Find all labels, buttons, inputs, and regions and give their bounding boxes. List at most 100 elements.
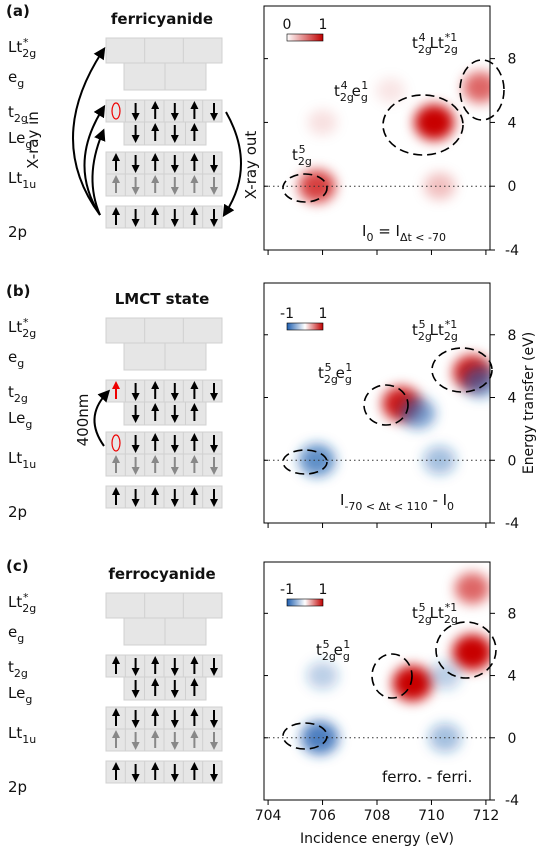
diagram-title: ferrocyanide — [108, 565, 215, 583]
y-tick-label: 4 — [508, 115, 517, 131]
intensity-spot — [462, 366, 490, 398]
annotation: t2g5 Lt2g*1 — [412, 601, 458, 626]
level-label: 2p — [8, 223, 27, 241]
text-part: Δt < -70 — [400, 231, 446, 244]
text-part: t — [8, 658, 14, 676]
text-part: 5 — [323, 638, 330, 651]
heatmap — [301, 572, 490, 755]
level-label: Leg — [8, 684, 32, 706]
arrow-label: X-ray out — [242, 131, 260, 200]
text-part: t — [8, 383, 14, 401]
annotation: t2g4 Lt2g*1 — [412, 31, 458, 56]
annotation: t2g5 — [292, 143, 312, 168]
text-part: e — [336, 364, 345, 382]
text-part: Lt — [8, 318, 22, 336]
intensity-spot — [376, 77, 406, 104]
feature-outline — [382, 94, 464, 156]
text-part: 5 — [299, 143, 306, 156]
intensity-spot — [454, 572, 490, 605]
hole — [111, 102, 121, 120]
level-diagram: (c) ferrocyanide — [6, 557, 223, 784]
level-label: Lt2g* — [8, 36, 36, 60]
text-part: 4 — [341, 79, 348, 92]
level-label: Leg — [8, 409, 32, 431]
text-part: *1 — [445, 318, 458, 331]
text-part: g — [25, 138, 32, 151]
text-part: Lt — [8, 724, 22, 742]
text-part: I — [340, 491, 344, 509]
y-tick-label: 8 — [508, 606, 517, 622]
text-part: 2g — [14, 112, 28, 125]
text-part: Lt — [8, 169, 22, 187]
level-label: Lt2g* — [8, 591, 36, 615]
text-part: Lt — [430, 321, 444, 339]
text-part: t — [8, 103, 14, 121]
transition-arrow — [93, 389, 111, 447]
text-part: Le — [8, 684, 25, 702]
text-part: 1u — [22, 178, 36, 191]
level-label: Lt1u — [8, 449, 36, 471]
intensity-spot — [298, 444, 336, 477]
text-part: g — [25, 418, 32, 431]
text-part: t — [316, 641, 322, 659]
text-part: 0 — [366, 231, 373, 244]
level-diagram: (b) LMCT state 400nm — [6, 282, 223, 509]
text-part: 2p — [8, 778, 27, 796]
text-part: 2g — [22, 47, 36, 60]
text-part: 2g — [340, 91, 354, 104]
feature-outline — [435, 621, 497, 679]
text-part: t — [412, 604, 418, 622]
y-tick-label: 4 — [508, 669, 517, 685]
y-tick-label: -4 — [505, 793, 519, 809]
text-part: e — [334, 641, 343, 659]
level-box — [105, 592, 223, 619]
level-label: t2g — [8, 658, 28, 680]
level-label: t2g — [8, 103, 28, 125]
colorbar-label: 1 — [319, 17, 328, 33]
text-part: *1 — [445, 31, 458, 44]
intensity-spot — [452, 634, 490, 671]
intensity-spot — [307, 109, 338, 136]
text-part: * — [23, 36, 29, 49]
feature-outline — [282, 173, 328, 203]
intensity-spot — [301, 720, 339, 755]
y-tick-label: 8 — [508, 328, 517, 344]
intensity-spot — [429, 661, 461, 690]
y-tick-label: 0 — [508, 179, 517, 195]
y-tick-label: 8 — [508, 52, 517, 68]
text-part: * — [23, 591, 29, 604]
intensity-spot — [414, 104, 455, 141]
panel-label: (b) — [6, 282, 30, 300]
text-part: 2g — [14, 667, 28, 680]
text-part: 2g — [418, 613, 432, 626]
transition-arrow — [91, 128, 106, 216]
y-tick-label: -4 — [505, 243, 519, 259]
level-label: Lt1u — [8, 724, 36, 746]
annotation: ferro. - ferri. — [382, 768, 472, 786]
level-label: Lt1u — [8, 169, 36, 191]
text-part: e — [8, 623, 17, 641]
text-part: 1u — [22, 733, 36, 746]
intensity-spot — [298, 169, 336, 203]
feature-outline — [282, 449, 328, 475]
y-tick-label: 0 — [508, 453, 517, 469]
panel-label: (a) — [6, 2, 30, 20]
text-part: 4 — [419, 31, 426, 44]
text-part: 2p — [8, 223, 27, 241]
text-part: 1 — [345, 361, 352, 374]
diagram-title: LMCT state — [115, 290, 210, 308]
text-part: 2g — [444, 613, 458, 626]
text-part: Le — [8, 129, 25, 147]
text-part: g — [17, 77, 24, 90]
text-part: 2g — [322, 650, 336, 663]
text-part: 5 — [419, 318, 426, 331]
heatmap — [298, 355, 490, 477]
text-part: 2g — [444, 330, 458, 343]
y-tick-label: 0 — [508, 731, 517, 747]
text-part: * — [23, 316, 29, 329]
text-part: t — [412, 321, 418, 339]
level-label: eg — [8, 623, 24, 645]
text-part: ferro. - ferri. — [382, 768, 472, 786]
